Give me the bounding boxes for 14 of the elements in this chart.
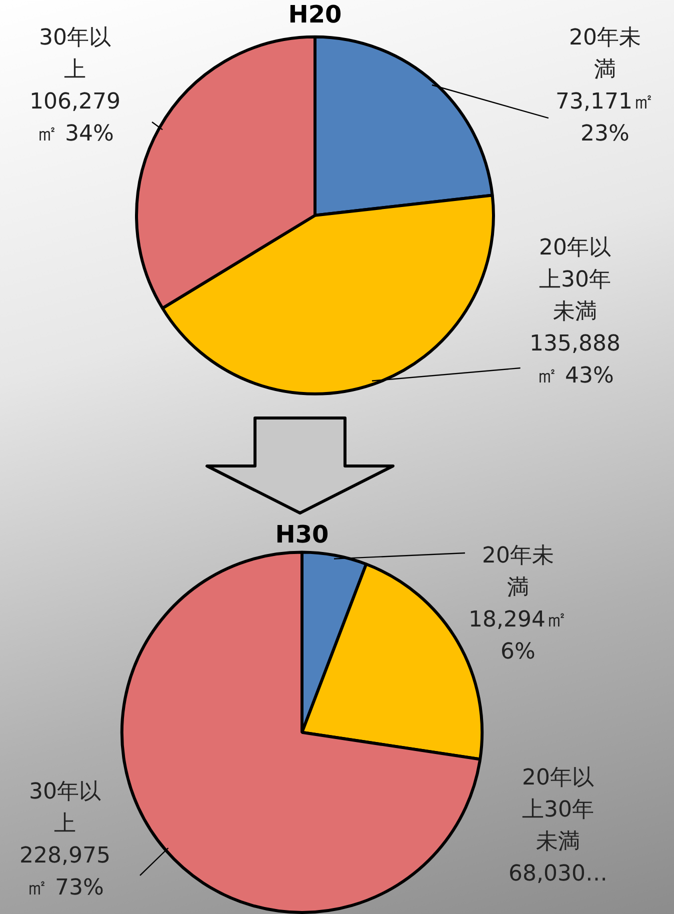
data-label: 68,030… [508, 862, 608, 887]
slice-label: 20年未満 [482, 544, 554, 601]
slice-label: 20年以上30年未満 [522, 766, 594, 855]
slice-label: 30年以上 [39, 26, 111, 83]
data-label: 106,279㎡ 34% [30, 90, 120, 147]
data-label: 18,294㎡ 6% [468, 608, 568, 665]
chart-title: H20 [288, 0, 342, 29]
data-label: 228,975㎡ 73% [20, 844, 110, 901]
slice-label: 20年以上30年未満 [539, 236, 611, 325]
data-label: 135,888㎡ 43% [530, 332, 620, 389]
chart-title: H30 [275, 520, 329, 549]
slice-label: 30年以上 [29, 780, 101, 837]
data-label: 73,171㎡ 23% [556, 90, 654, 147]
slice-label: 20年未満 [569, 26, 641, 83]
